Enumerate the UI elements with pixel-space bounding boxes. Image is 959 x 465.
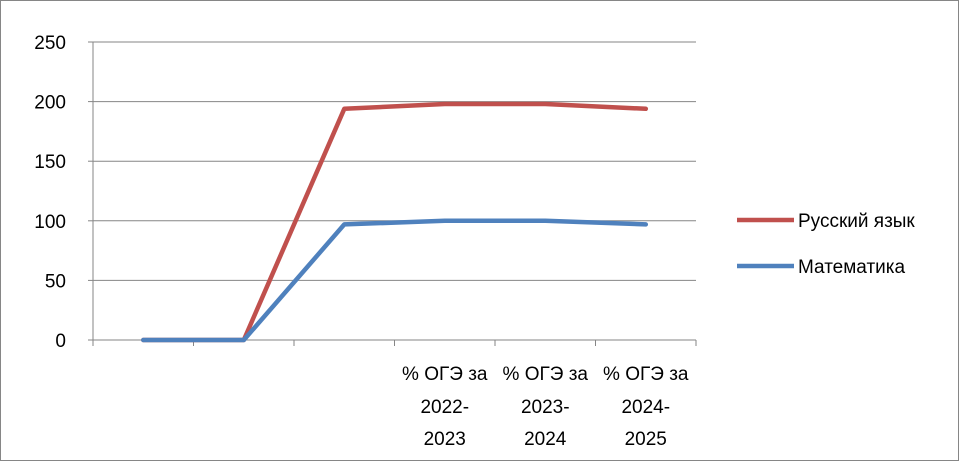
y-tick-label: 250 — [34, 33, 66, 54]
y-tick-label: 100 — [34, 212, 66, 233]
x-tick-label: % ОГЭ за — [402, 364, 488, 385]
x-axis-ticks: % ОГЭ за 2022- 2023 % ОГЭ за 2023- 2024 % ОГЭ … — [92, 340, 697, 450]
series-lines — [141, 101, 649, 343]
y-tick-label: 0 — [55, 331, 66, 352]
series-line-2 — [141, 218, 649, 343]
x-tick-label: 2024 — [524, 429, 567, 450]
x-tick-label: 2025 — [625, 429, 667, 450]
y-tick-label: 150 — [34, 152, 66, 173]
y-tick-label: 50 — [45, 271, 66, 292]
y-axis-ticks: 0 50 100 150 200 250 — [34, 33, 93, 352]
x-tick-label: 2022- — [420, 397, 469, 418]
legend-label-2: Математика — [798, 257, 906, 278]
x-tick-label: 2024- — [621, 397, 670, 418]
x-tick-label: 2023- — [521, 397, 570, 418]
y-tick-label: 200 — [34, 93, 66, 114]
legend: Русский язык Математика — [737, 211, 915, 278]
axes — [92, 42, 696, 341]
x-tick-label: % ОГЭ за — [503, 364, 589, 385]
x-tick-label: % ОГЭ за — [603, 364, 689, 385]
x-tick-label: 2023 — [424, 429, 466, 450]
legend-label-1: Русский язык — [798, 211, 915, 232]
gridlines — [93, 41, 696, 281]
